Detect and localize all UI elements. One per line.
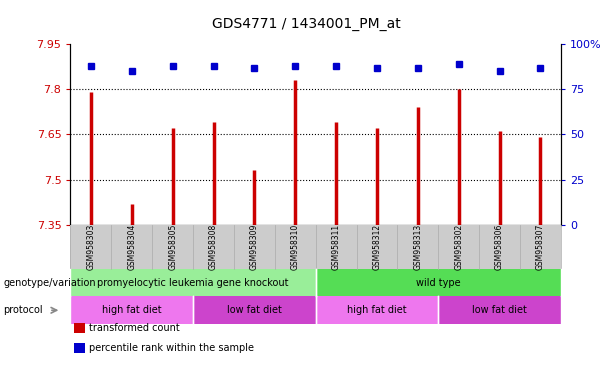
Text: GSM958310: GSM958310 bbox=[291, 223, 300, 270]
Text: GDS4771 / 1434001_PM_at: GDS4771 / 1434001_PM_at bbox=[212, 17, 401, 31]
Text: GSM958311: GSM958311 bbox=[332, 223, 341, 270]
Text: promyelocytic leukemia gene knockout: promyelocytic leukemia gene knockout bbox=[97, 278, 289, 288]
Text: GSM958306: GSM958306 bbox=[495, 223, 504, 270]
Text: GSM958307: GSM958307 bbox=[536, 223, 545, 270]
Text: genotype/variation: genotype/variation bbox=[3, 278, 96, 288]
Text: low fat diet: low fat diet bbox=[227, 305, 282, 315]
Text: GSM958302: GSM958302 bbox=[454, 223, 463, 270]
Text: GSM958304: GSM958304 bbox=[128, 223, 136, 270]
Text: wild type: wild type bbox=[416, 278, 460, 288]
Text: transformed count: transformed count bbox=[89, 323, 180, 333]
Text: high fat diet: high fat diet bbox=[347, 305, 407, 315]
Text: GSM958309: GSM958309 bbox=[250, 223, 259, 270]
Text: percentile rank within the sample: percentile rank within the sample bbox=[89, 343, 254, 353]
Text: GSM958312: GSM958312 bbox=[373, 223, 381, 270]
Text: low fat diet: low fat diet bbox=[472, 305, 527, 315]
Text: GSM958313: GSM958313 bbox=[413, 223, 422, 270]
Text: protocol: protocol bbox=[3, 305, 43, 315]
Text: GSM958308: GSM958308 bbox=[209, 223, 218, 270]
Text: GSM958305: GSM958305 bbox=[168, 223, 177, 270]
Text: GSM958303: GSM958303 bbox=[86, 223, 96, 270]
Text: high fat diet: high fat diet bbox=[102, 305, 162, 315]
